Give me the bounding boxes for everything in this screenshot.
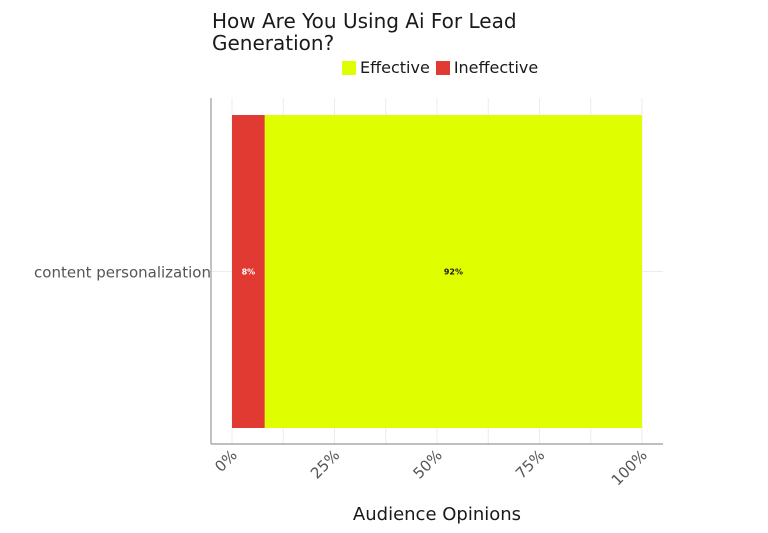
- bar-segment-effective: [264, 115, 642, 428]
- data-label-ineffective: 8%: [242, 268, 256, 277]
- legend-item-ineffective: Ineffective: [435, 58, 539, 77]
- bar-segment-ineffective: [232, 115, 265, 428]
- x-tick-label: 100%: [608, 446, 651, 489]
- legend: Effective Ineffective: [342, 58, 544, 77]
- x-tick-label: 50%: [410, 446, 446, 482]
- data-label-effective: 92%: [444, 268, 463, 277]
- x-tick-label: 0%: [211, 446, 241, 476]
- legend-swatch-effective: [342, 60, 356, 75]
- legend-swatch-ineffective: [435, 60, 450, 75]
- x-tick-label: 25%: [307, 446, 343, 482]
- chart-title: How Are You Using Ai For Lead Generation…: [212, 9, 517, 55]
- legend-label-ineffective: Ineffective: [453, 58, 539, 77]
- legend-label-effective: Effective: [360, 58, 430, 77]
- legend-item-effective: Effective: [342, 58, 430, 77]
- x-tick-label: 75%: [512, 446, 548, 482]
- x-axis-label: Audience Opinions: [352, 504, 522, 525]
- category-label: content personalization: [34, 264, 211, 282]
